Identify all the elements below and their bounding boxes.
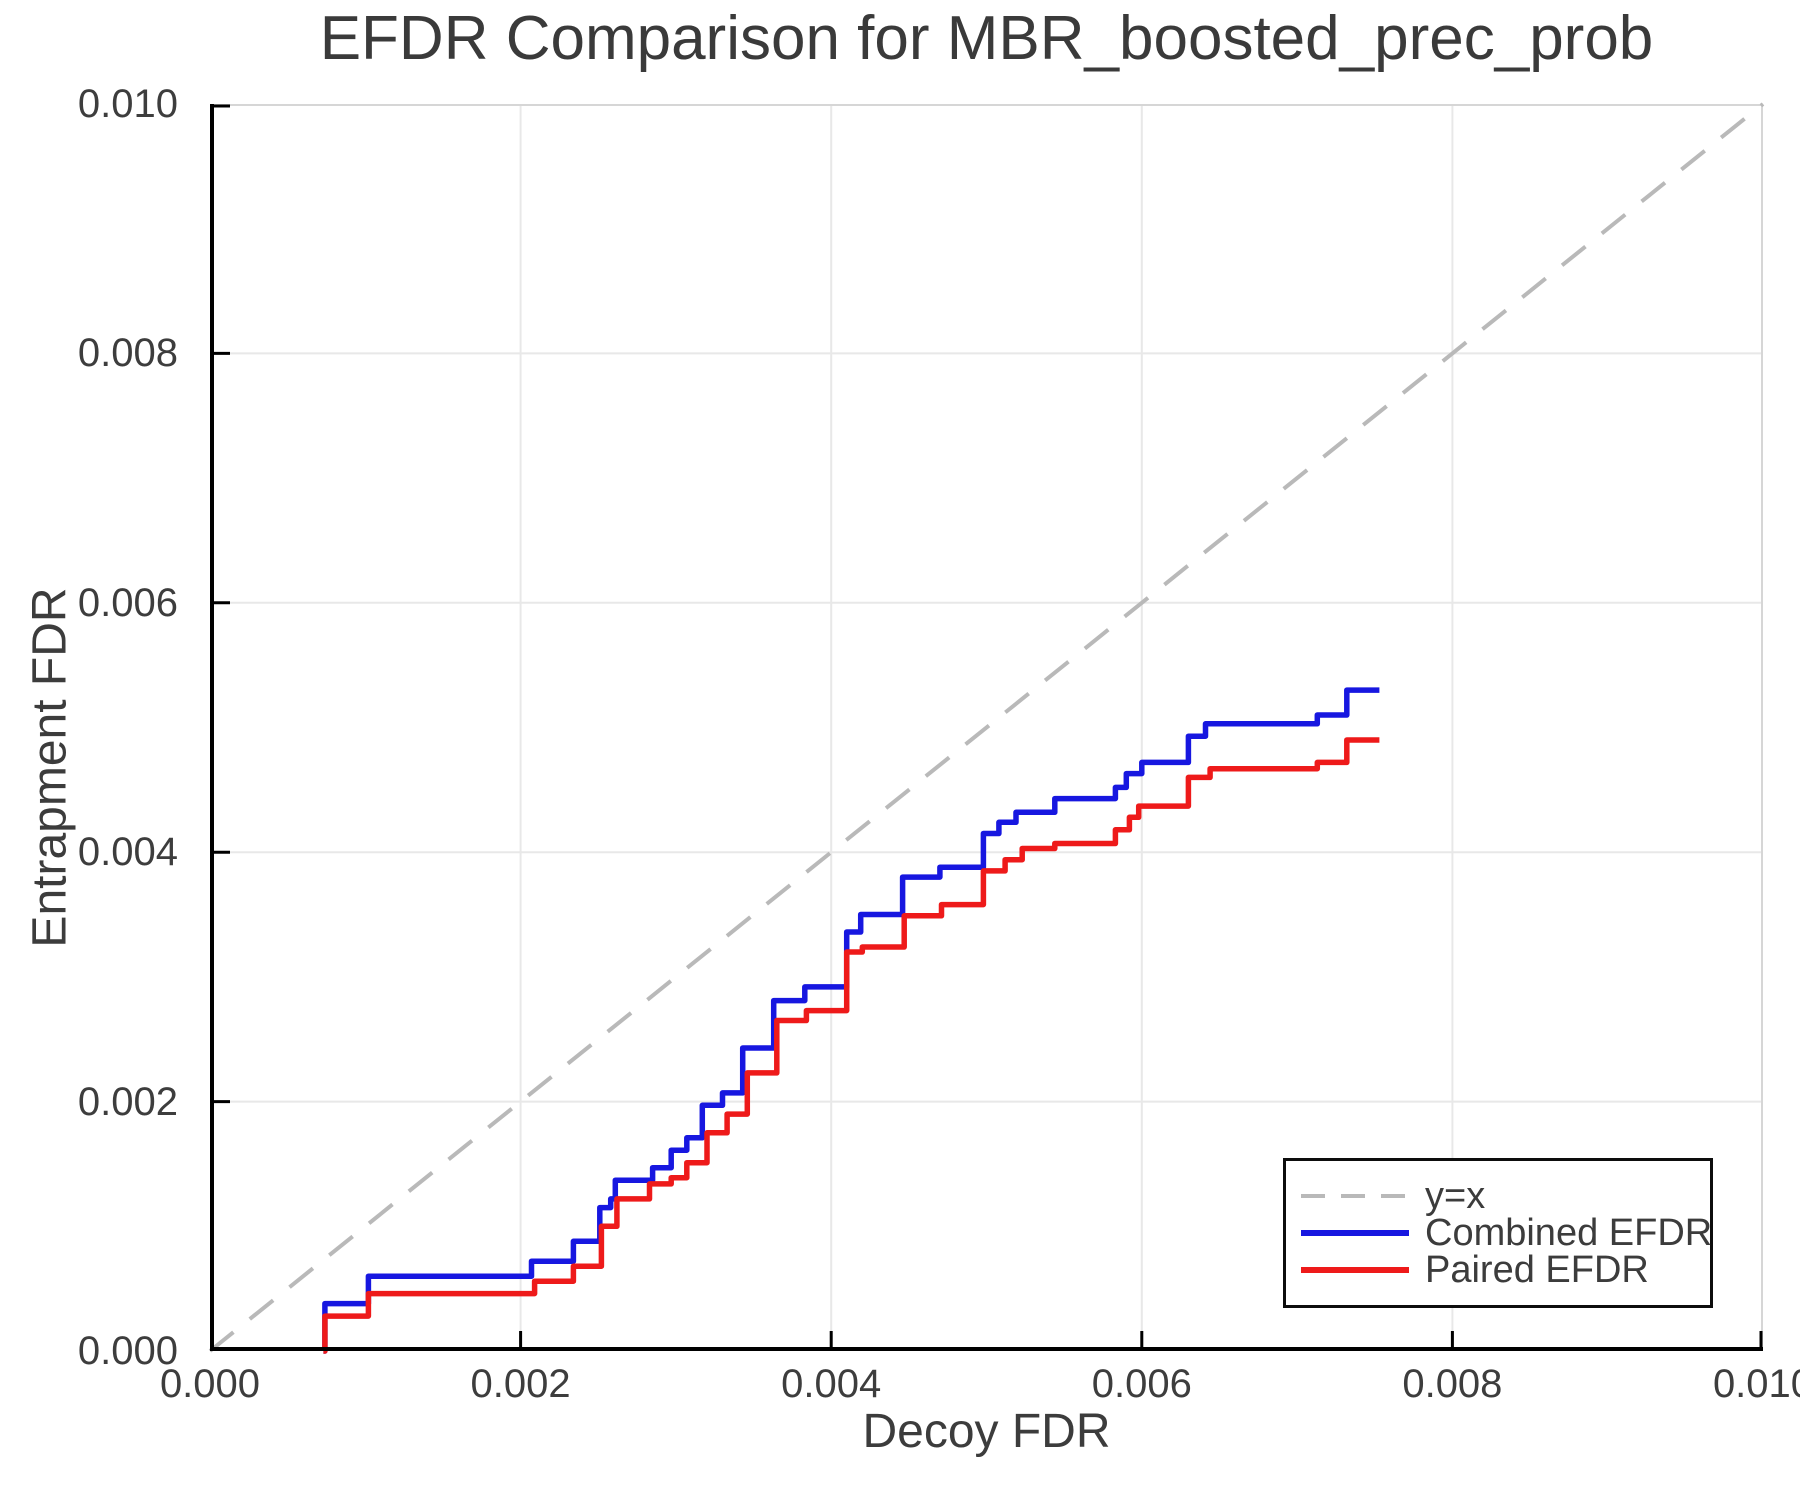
- y-tick-label: 0.006: [77, 580, 178, 625]
- combined-efdr-line: [322, 687, 1380, 1354]
- x-tick-label: 0.006: [1091, 1362, 1192, 1406]
- y-tick-label: 0.004: [77, 830, 178, 875]
- y-axis-label: Entrapment FDR: [23, 587, 77, 948]
- red-line-sample: [1301, 1267, 1409, 1273]
- y-tick-label: 0.000: [77, 1329, 178, 1373]
- legend-label-identity: y=x: [1425, 1175, 1486, 1217]
- y-tick-label: 0.008: [77, 331, 178, 376]
- identity-reference-line: [208, 102, 1765, 1353]
- legend-label-paired-efdr: Paired EFDR: [1425, 1249, 1649, 1291]
- dashed-line-sample: [1301, 1194, 1409, 1198]
- plot-area: [208, 102, 1765, 1354]
- x-tick-label: 0.008: [1402, 1362, 1503, 1406]
- paired-efdr-line: [322, 737, 1380, 1354]
- legend-row-paired-efdr: Paired EFDR: [1301, 1249, 1710, 1291]
- x-tick-label: 0.004: [781, 1362, 882, 1406]
- x-tick-label: 0.000: [159, 1362, 261, 1406]
- x-tick-label: 0.010: [1712, 1362, 1800, 1406]
- y-tick-label: 0.002: [77, 1079, 178, 1124]
- x-tick-label: 0.002: [470, 1362, 571, 1406]
- legend-row-combined-efdr: Combined EFDR: [1301, 1212, 1713, 1254]
- x-axis-label: Decoy FDR: [862, 1405, 1111, 1458]
- legend-row-identity: y=x: [1301, 1175, 1710, 1217]
- legend: y=x Combined EFDR Paired EFDR: [1283, 1158, 1713, 1308]
- y-tick-label: 0.010: [77, 82, 178, 126]
- chart-title: EFDR Comparison for MBR_boosted_prec_pro…: [319, 4, 1654, 73]
- blue-line-sample: [1301, 1230, 1409, 1236]
- legend-label-combined-efdr: Combined EFDR: [1425, 1212, 1713, 1254]
